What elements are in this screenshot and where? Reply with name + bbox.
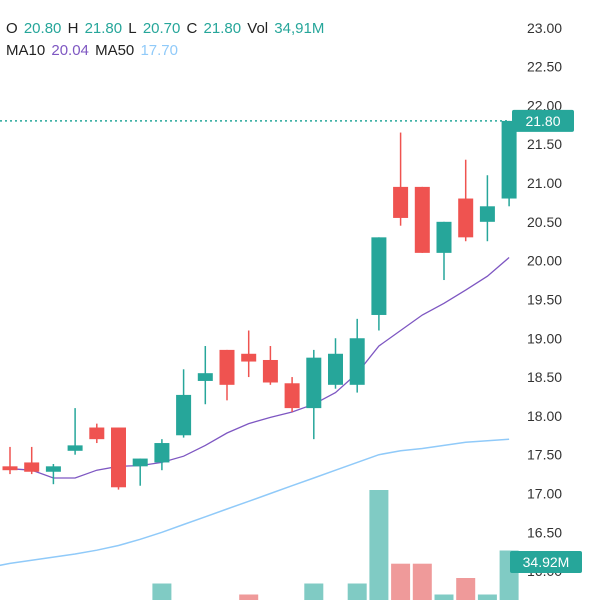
candle-body [349,338,365,385]
candle-body [414,186,430,253]
candle-body [458,198,474,238]
candle [111,427,126,490]
volume-tag [510,551,582,573]
close-label: C [186,20,198,37]
candle [284,377,300,412]
low-value: 20.70 [142,20,181,37]
y-tick-label: 23.00 [527,20,562,36]
candle-body [219,349,235,385]
y-tick-label: 20.00 [527,253,562,269]
candle-body [111,427,126,488]
volume-bar [239,594,259,600]
volume-bar [477,594,497,600]
candle [436,221,452,281]
candle-body [479,206,495,222]
volume-value: 34,91M [274,20,325,37]
ma50-value: 17.70 [140,42,178,59]
y-tick-label: 18.00 [527,408,562,424]
volume-bar [347,583,367,600]
candle [197,346,213,405]
y-tick-label: 20.50 [527,214,562,230]
close-value: 21.80 [203,20,242,37]
candle [24,446,40,475]
candle [414,186,430,253]
candle-body [371,237,387,315]
candle-body [132,458,148,467]
candle-body [89,427,105,440]
candle [393,132,409,226]
ma10-line [9,257,510,479]
candle [154,439,170,471]
candle-body [24,462,40,472]
candle-body [241,353,257,362]
candle-body [436,221,452,253]
candle [306,349,322,440]
ma10-value: 20.04 [51,42,89,59]
candle-body [67,445,83,451]
candle [241,330,257,378]
candle [132,458,148,486]
candle-body [328,353,343,385]
candle-body [45,466,61,472]
volume-bar [456,578,476,600]
candle [458,159,474,242]
volume-bar [412,563,432,600]
candle [2,446,18,475]
ma-legend: MA10 20.04 MA50 17.70 [6,42,180,59]
candle [89,423,105,444]
candle-body [154,443,170,463]
y-tick-label: 19.50 [527,291,562,307]
candle-body [197,373,213,381]
candle [349,318,365,393]
y-tick-label: 17.00 [527,485,562,501]
volume-label: Vol [247,20,269,37]
candle-body [393,186,409,218]
high-value: 21.80 [84,20,123,37]
candle [479,175,495,242]
y-tick-label: 22.50 [527,59,562,75]
high-label: H [67,20,79,37]
y-tick-label: 19.00 [527,330,562,346]
y-tick-label: 22.00 [527,97,562,113]
ma50-label: MA50 [95,42,135,59]
last-price-tag [512,109,574,132]
candle-body [284,383,300,409]
candle [501,120,517,207]
volume-tag-text: 34.92M [523,554,570,570]
candle [328,338,343,389]
ma50-line [0,438,510,567]
candle [67,408,83,455]
candle [371,237,387,331]
candle-body [501,120,517,199]
candle [219,349,235,401]
y-tick-label: 17.50 [527,447,562,463]
open-value: 20.80 [23,20,62,37]
candle-body [176,394,192,436]
volume-bar [369,490,389,600]
candle [262,346,278,385]
low-label: L [128,20,137,37]
y-tick-label: 16.50 [527,524,562,540]
volume-bar [152,583,172,600]
candle-body [2,466,18,471]
candle-body [262,359,278,383]
open-label: O [6,20,18,37]
candle [176,369,192,438]
ma10-label: MA10 [6,42,46,59]
candle [45,464,61,485]
y-tick-label: 21.00 [527,175,562,191]
y-tick-label: 18.50 [527,369,562,385]
ohlc-legend: O 20.80 H 21.80 L 20.70 C 21.80 Vol 34,9… [6,20,326,37]
volume-bar [391,563,411,600]
candle-body [306,357,322,409]
y-tick-label: 21.50 [527,136,562,152]
last-price-tag-text: 21.80 [525,113,560,129]
volume-bar [434,594,454,600]
volume-bar [304,583,324,600]
